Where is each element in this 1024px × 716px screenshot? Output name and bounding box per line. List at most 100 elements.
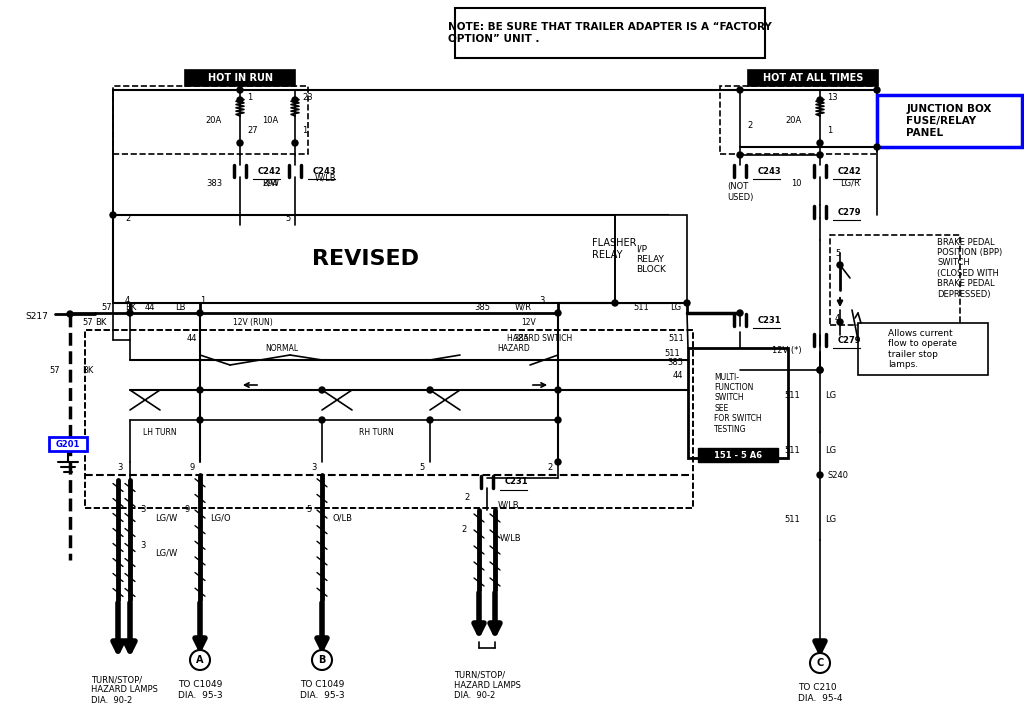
Text: C279: C279 — [838, 336, 861, 344]
Circle shape — [427, 387, 433, 393]
Circle shape — [427, 417, 433, 423]
Text: 57: 57 — [82, 317, 92, 326]
Circle shape — [837, 319, 843, 325]
Text: LG: LG — [825, 516, 837, 525]
Text: 2: 2 — [125, 213, 130, 223]
Text: 44: 44 — [673, 370, 683, 379]
Bar — [85, 330, 693, 508]
Text: 3: 3 — [140, 541, 145, 549]
Text: 511: 511 — [633, 302, 649, 311]
Text: LG/W: LG/W — [155, 548, 177, 558]
Text: C242: C242 — [258, 167, 282, 175]
Text: 20A: 20A — [785, 115, 802, 125]
Text: 3: 3 — [540, 296, 545, 304]
Circle shape — [817, 97, 823, 103]
Text: 4: 4 — [125, 296, 130, 304]
Text: 511: 511 — [668, 334, 684, 342]
Bar — [858, 323, 988, 375]
Circle shape — [319, 387, 325, 393]
Text: JUNCTION BOX
FUSE/RELAY
PANEL: JUNCTION BOX FUSE/RELAY PANEL — [906, 105, 991, 137]
Text: C231: C231 — [758, 316, 781, 324]
Text: NOTE: BE SURE THAT TRAILER ADAPTER IS A “FACTORY
OPTION” UNIT .: NOTE: BE SURE THAT TRAILER ADAPTER IS A … — [449, 22, 772, 44]
Circle shape — [127, 310, 133, 316]
Circle shape — [817, 152, 823, 158]
Text: 511: 511 — [784, 516, 800, 525]
Text: S217: S217 — [25, 311, 48, 321]
Circle shape — [237, 140, 243, 146]
Circle shape — [197, 417, 203, 423]
Text: 1: 1 — [827, 125, 833, 135]
Text: MULTI-
FUNCTION
SWITCH
SEE
FOR SWITCH
TESTING: MULTI- FUNCTION SWITCH SEE FOR SWITCH TE… — [714, 372, 762, 433]
Text: 385: 385 — [474, 302, 490, 311]
Text: HOT AT ALL TIMES: HOT AT ALL TIMES — [763, 73, 863, 83]
Text: TO C1049
DIA.  95-3: TO C1049 DIA. 95-3 — [178, 680, 222, 700]
Text: 12V: 12V — [521, 317, 536, 326]
Bar — [830, 235, 961, 325]
Circle shape — [292, 140, 298, 146]
Text: 5: 5 — [285, 213, 290, 223]
Text: 10A: 10A — [262, 115, 278, 125]
Text: REVISED: REVISED — [311, 249, 419, 269]
Circle shape — [684, 300, 690, 306]
Circle shape — [817, 367, 823, 373]
Text: LB: LB — [175, 302, 185, 311]
Text: 44: 44 — [144, 302, 155, 311]
Text: 5: 5 — [835, 248, 841, 258]
Text: FLASHER
RELAY: FLASHER RELAY — [592, 238, 637, 260]
Text: BK: BK — [82, 365, 93, 374]
Circle shape — [319, 417, 325, 423]
Text: W/LB: W/LB — [500, 533, 521, 543]
Text: 151 - 5 A6: 151 - 5 A6 — [714, 450, 762, 460]
Text: NORMAL: NORMAL — [265, 344, 299, 352]
Text: O/LB: O/LB — [332, 513, 352, 523]
Text: BRAKE PEDAL
POSITION (BPP)
SWITCH
(CLOSED WITH
BRAKE PEDAL
DEPRESSED): BRAKE PEDAL POSITION (BPP) SWITCH (CLOSE… — [937, 238, 1002, 299]
Text: 4: 4 — [835, 314, 841, 322]
Circle shape — [817, 472, 823, 478]
Text: 5: 5 — [307, 505, 312, 515]
Circle shape — [190, 650, 210, 670]
Circle shape — [237, 87, 243, 93]
Bar — [877, 95, 1022, 147]
Text: 20A: 20A — [206, 115, 222, 125]
Text: W/R: W/R — [515, 302, 532, 311]
Circle shape — [737, 87, 743, 93]
Text: 3: 3 — [118, 463, 123, 473]
Circle shape — [555, 310, 561, 316]
Text: W/LB: W/LB — [498, 500, 519, 510]
Text: (NOT
USED): (NOT USED) — [727, 183, 754, 202]
Text: 2: 2 — [462, 526, 467, 535]
Text: S240: S240 — [828, 470, 849, 480]
Text: 385: 385 — [667, 357, 683, 367]
Text: HAZARD SWTICH: HAZARD SWTICH — [507, 334, 572, 342]
Circle shape — [737, 310, 743, 316]
Text: LH TURN: LH TURN — [143, 427, 177, 437]
Bar — [748, 70, 878, 86]
Circle shape — [810, 653, 830, 673]
Text: 385: 385 — [513, 334, 529, 342]
Bar — [185, 70, 295, 86]
Bar — [615, 215, 687, 303]
Bar — [113, 86, 308, 154]
Circle shape — [555, 417, 561, 423]
Text: RH TURN: RH TURN — [358, 427, 393, 437]
Circle shape — [817, 367, 823, 373]
Text: LG: LG — [670, 302, 681, 311]
Text: LG/W: LG/W — [155, 513, 177, 523]
Circle shape — [110, 212, 116, 218]
Bar — [698, 448, 778, 462]
Text: 12V (*): 12V (*) — [772, 346, 802, 354]
Circle shape — [874, 144, 880, 150]
Text: 1: 1 — [247, 92, 252, 102]
Text: LG/R: LG/R — [840, 178, 860, 188]
Text: 3: 3 — [311, 463, 316, 473]
Text: W/LB: W/LB — [315, 173, 337, 183]
Text: 12V (RUN): 12V (RUN) — [233, 317, 272, 326]
Text: 2: 2 — [746, 120, 753, 130]
Circle shape — [555, 387, 561, 393]
Circle shape — [612, 300, 618, 306]
Bar — [49, 437, 87, 451]
Text: 44: 44 — [186, 334, 198, 342]
Text: BK: BK — [125, 302, 136, 311]
Text: HAZARD: HAZARD — [498, 344, 530, 352]
Bar — [688, 348, 788, 458]
